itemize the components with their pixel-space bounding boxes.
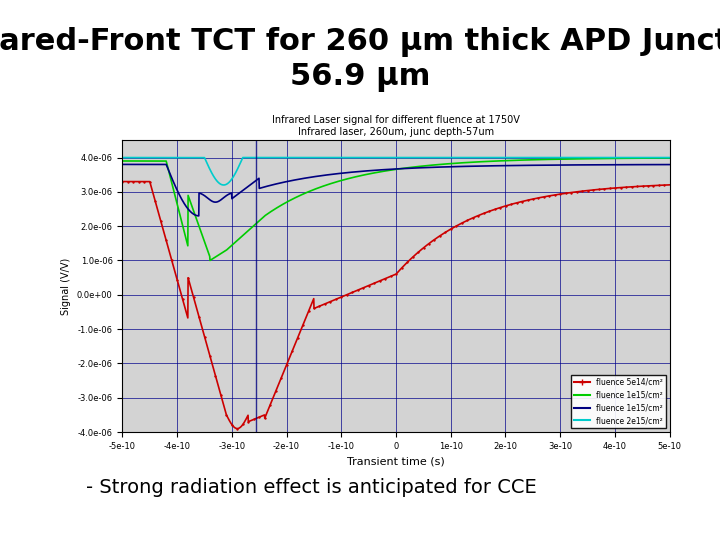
Legend: fluence 5e14/cm², fluence 1e15/cm², fluence 1e15/cm², fluence 2e15/cm²: fluence 5e14/cm², fluence 1e15/cm², flue… [572, 375, 666, 428]
Y-axis label: Signal (V/V): Signal (V/V) [61, 258, 71, 315]
Title: Infrared Laser signal for different fluence at 1750V
Infrared laser, 260um, junc: Infrared Laser signal for different flue… [272, 115, 520, 137]
Text: - Strong radiation effect is anticipated for CCE: - Strong radiation effect is anticipated… [86, 478, 537, 497]
X-axis label: Transient time (s): Transient time (s) [347, 456, 445, 466]
Text: Infrared-Front TCT for 260 μm thick APD Junction
56.9 μm: Infrared-Front TCT for 260 μm thick APD … [0, 27, 720, 92]
